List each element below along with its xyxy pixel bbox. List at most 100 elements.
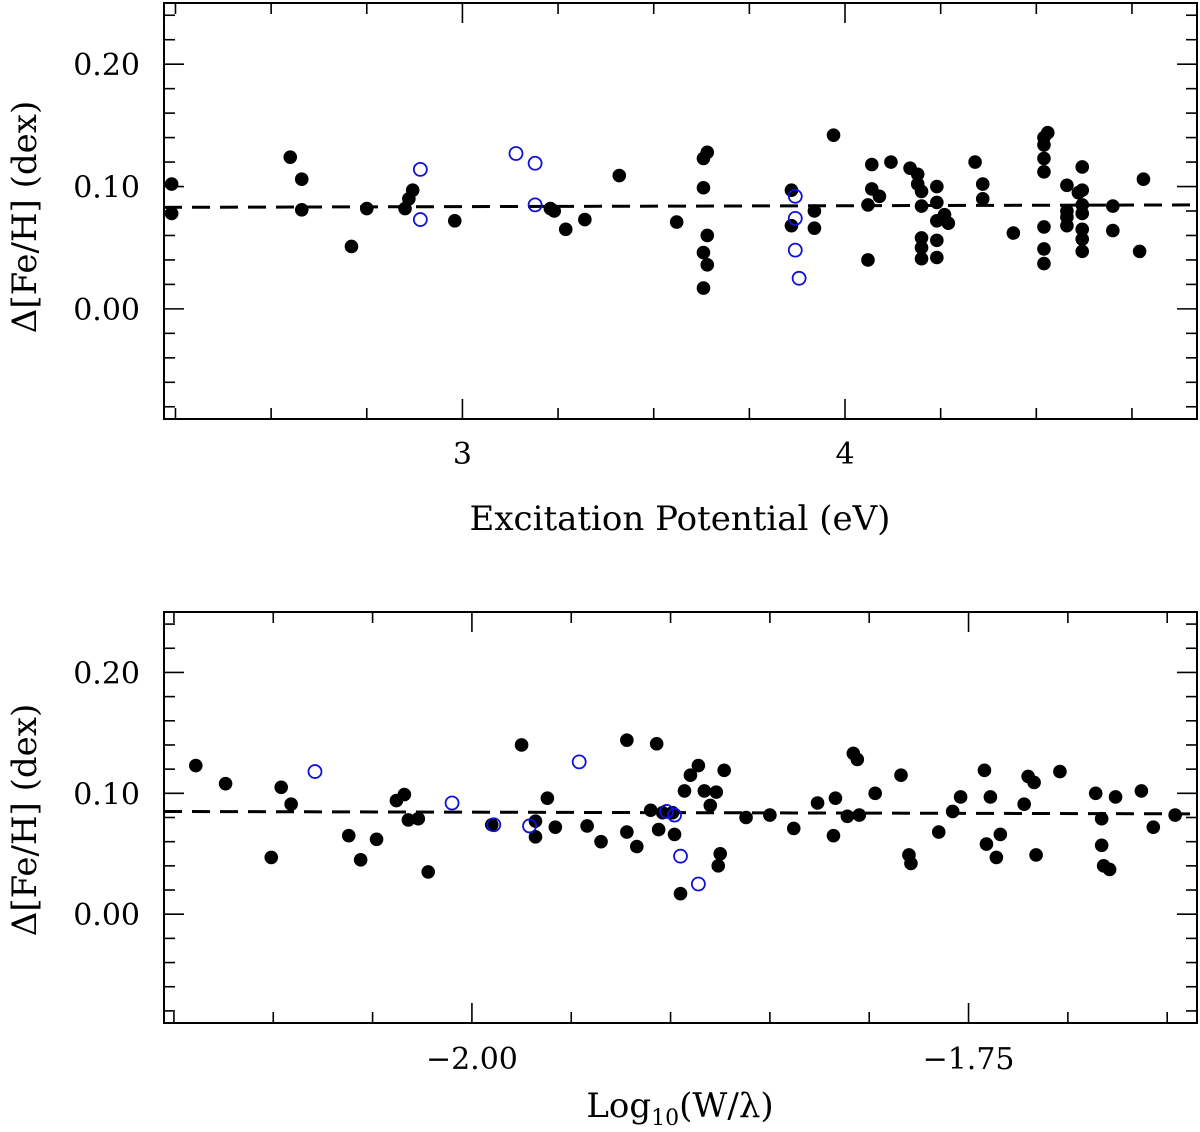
data-point-filled <box>612 168 627 183</box>
data-point-filled <box>558 222 573 237</box>
y-axis-label-top: Δ[Fe/H] (dex) <box>5 101 45 333</box>
data-point-filled <box>547 204 562 218</box>
data-point-filled <box>786 821 801 836</box>
x-axis-label-bottom-subscript: 10 <box>651 1106 679 1131</box>
data-point-filled <box>405 183 420 197</box>
data-point-filled <box>703 798 718 813</box>
data-point-filled <box>975 191 990 206</box>
data-point-filled <box>914 184 929 199</box>
y-tick-label: 0.20 <box>73 48 140 83</box>
data-point-filled <box>274 780 289 795</box>
data-point-filled <box>677 784 692 798</box>
data-point-filled <box>683 768 698 782</box>
data-point-filled <box>669 215 684 229</box>
data-point-filled <box>977 763 992 778</box>
data-point-filled <box>700 145 715 160</box>
data-point-filled <box>294 172 309 186</box>
x-axis-label-bottom-rest: (W/λ) <box>679 1086 773 1126</box>
data-point-open <box>527 155 543 171</box>
data-point-filled <box>667 827 682 842</box>
data-point-filled <box>1106 199 1120 213</box>
data-point-filled <box>1132 244 1147 259</box>
data-point-filled <box>164 206 179 221</box>
data-point-filled <box>840 809 855 824</box>
plot-frame-top <box>163 2 1198 420</box>
data-point-filled <box>411 811 426 826</box>
data-point-filled <box>930 233 944 248</box>
data-point-filled <box>810 796 825 810</box>
data-point-filled <box>421 865 436 879</box>
data-point-filled <box>894 768 908 782</box>
data-point-open <box>412 161 428 177</box>
data-point-filled <box>930 250 944 265</box>
data-point-filled <box>528 830 543 844</box>
data-point-filled <box>884 155 898 169</box>
data-point-filled <box>1037 138 1051 152</box>
data-point-filled <box>930 195 944 210</box>
data-point-filled <box>1108 790 1123 804</box>
data-point-filled <box>696 281 711 295</box>
data-point-filled <box>344 239 359 254</box>
data-point-filled <box>696 245 711 260</box>
data-point-filled <box>1060 178 1074 193</box>
data-point-filled <box>1017 797 1031 812</box>
y-tick-labels-bottom: 0.00 0.10 0.20 <box>73 656 140 933</box>
y-tick-labels-top: 0.00 0.10 0.20 <box>73 48 140 328</box>
data-point-filled <box>691 758 706 773</box>
data-point-filled <box>649 736 664 751</box>
y-tick-label: 0.20 <box>73 656 140 691</box>
data-point-filled <box>1053 764 1067 779</box>
y-tick-label: 0.00 <box>73 898 140 933</box>
data-point-filled <box>620 733 634 747</box>
data-point-filled <box>1136 172 1151 186</box>
data-point-filled <box>264 850 279 865</box>
data-point-filled <box>807 221 822 235</box>
data-point-open <box>486 817 502 833</box>
data-point-filled <box>1037 165 1051 179</box>
data-point-filled <box>1040 125 1055 140</box>
y-tick-label: 0.10 <box>73 777 140 812</box>
data-point-filled <box>993 827 1008 842</box>
data-point-filled <box>711 859 726 873</box>
data-point-filled <box>953 790 968 804</box>
data-point-filled <box>353 853 368 867</box>
data-point-filled <box>989 850 1004 865</box>
data-point-filled <box>369 832 384 847</box>
data-point-filled <box>700 258 715 272</box>
data-point-filled <box>1088 786 1103 801</box>
data-point-filled <box>673 886 688 901</box>
data-point-filled <box>1075 183 1090 197</box>
data-point-filled <box>1037 220 1051 234</box>
data-point-filled <box>447 213 462 228</box>
data-point-open <box>673 848 688 864</box>
reference-line-top <box>163 203 1198 209</box>
data-point-filled <box>1075 244 1090 259</box>
data-point-filled <box>643 803 658 818</box>
data-point-filled <box>1075 160 1090 174</box>
data-point-filled <box>696 180 711 195</box>
data-point-open <box>659 804 674 819</box>
data-point-filled <box>872 189 887 204</box>
data-point-filled <box>1168 808 1182 822</box>
data-point-filled <box>1102 862 1117 877</box>
axis-ticks-top <box>164 3 1197 419</box>
data-point-filled <box>1006 226 1021 240</box>
data-points-top <box>164 125 1151 295</box>
data-point-filled <box>983 790 998 804</box>
data-point-filled <box>1037 151 1051 166</box>
data-point-filled <box>914 199 929 213</box>
data-point-open <box>571 754 587 770</box>
data-point-open <box>667 807 682 823</box>
data-point-filled <box>717 763 732 778</box>
x-axis-label-bottom: Log10(W/λ) <box>586 1086 773 1131</box>
data-point-filled <box>284 797 298 812</box>
data-point-open <box>791 270 807 286</box>
data-point-open <box>412 212 428 227</box>
data-point-open <box>522 818 537 834</box>
data-point-open <box>690 876 706 892</box>
data-point-open <box>787 242 803 258</box>
data-point-filled <box>294 202 309 217</box>
